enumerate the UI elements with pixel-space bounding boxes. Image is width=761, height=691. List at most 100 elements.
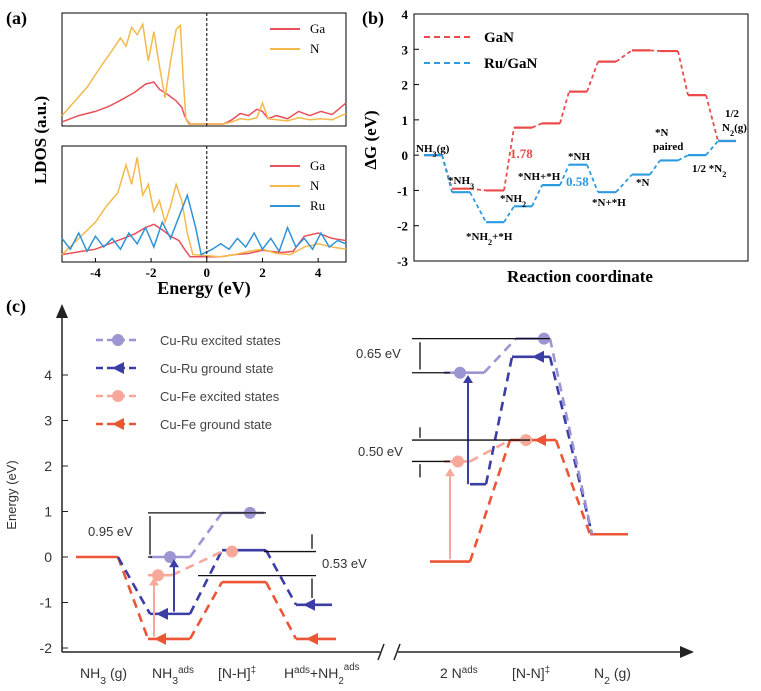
cufe-ground-connector [264,581,298,640]
dg-legend: GaN Ru/GaN [424,30,538,72]
cufe-ground-marker [154,632,166,645]
rugan-connector [441,154,453,193]
curu-excited-connector [548,338,594,535]
energy-lines [76,332,628,645]
gan-connector [503,127,515,191]
dg-ytick-label: 3 [402,42,409,57]
ldos-legend-label: Ga [310,21,325,36]
dg-label-nh2: *NH2 [500,193,526,209]
xlabel-nh3g: NH3 (g) [80,665,127,687]
energy-xticklabels: NH3 (g) NH3ads [N-H]‡ Hads+NH2ads 2 Nads [N-N… [80,662,631,688]
dg-label-npaired-1: *N [655,127,669,139]
panel-c-label: (c) [6,296,26,317]
cufe-ground-marker [534,434,546,447]
dg-label-half-n2: 1/2 *N2 [692,163,726,179]
cufe-excited-marker [452,455,464,468]
panel-b-label: (b) [362,8,384,29]
cufe-excited-connector [171,550,223,577]
ldos-xlabel: Energy (eV) [157,278,250,299]
energy-legend-label: Cu-Fe excited states [160,389,280,404]
curu-ground-connector [116,556,152,615]
cufe-excitation-arrow-head [149,577,159,586]
panel-a-label: (a) [6,8,27,29]
dg-ylabel: ΔG (eV) [361,110,380,169]
curu-excited-marker [164,551,176,563]
energy-ytick-label: 3 [44,413,52,429]
dg-lines [424,49,736,224]
dg-gan-barrier-label: 1.78 [510,146,533,161]
ldos-legend-label: Ru [310,198,326,213]
energy-ylabel: Energy (eV) [4,460,19,529]
energy-gap-annotations: 0.95 eV 0.53 eV 0.65 eV 0.50 eV [88,337,550,598]
energy-legend-marker-arrow [112,418,124,430]
ldos-curve-ru [61,192,347,256]
energy-xaxis-arrow [680,646,694,658]
dg-yticks: -3 -2 -1 0 1 2 3 4 [397,7,419,269]
energy-axes: -2 -1 0 1 2 3 4 [40,304,694,661]
cufe-excited-marker [152,569,164,582]
dg-label-nhh: *NH+*H [518,171,561,183]
rugan-connector [531,184,543,207]
curu-excited-connector [188,512,224,558]
ldos-xtick-label: -4 [90,265,101,280]
cufe-ground-marker [306,632,318,645]
gan-connector [649,49,661,52]
energy-ytick-label: 4 [44,367,52,383]
cufe-ground-connector [554,439,592,535]
gan-connector [559,91,570,124]
xlabel-nh3ads: NH3ads [152,665,194,688]
energy-ytick-label: -1 [40,595,53,611]
ldos-xtick-label: 2 [259,265,266,280]
cufe-excitation-arrow-head [445,468,455,477]
rugan-connector [677,154,689,162]
cufe-excited-marker [226,545,238,558]
gap-label-053: 0.53 eV [322,556,367,571]
energy-ytick-label: -2 [40,640,53,656]
dg-xlabel: Reaction coordinate [507,267,653,286]
gap-label-050: 0.50 eV [358,444,403,459]
curu-ground-marker [156,607,168,620]
energy-ytick-label: 2 [44,458,52,474]
gap-label-065: 0.65 eV [356,346,401,361]
gan-connector [677,50,689,96]
ldos-xtick-label: 4 [315,265,322,280]
rugan-connector [615,173,633,193]
ldos-top-frame [61,12,347,127]
rugan-connector [503,205,515,223]
dg-label-nh3g: NH3(g) [416,143,450,159]
cufe-excited-connector [469,438,511,463]
dg-label-half-n2g-1: 1/2 [725,108,740,120]
curu-ground-marker [532,350,544,363]
dg-frame [413,13,749,262]
ldos-curve-n [61,157,347,258]
dg-ytick-label: 4 [402,7,409,22]
energy-legend-label: Cu-Fe ground state [160,417,272,432]
ldos-xtick-label: 0 [204,265,211,280]
ldos-top-plot [61,12,347,127]
energy-legend: Cu-Ru excited states Cu-Ru ground state Cu… [96,333,281,432]
curu-excited-connector [483,337,517,374]
energy-legend-label: Cu-Ru excited states [160,333,281,348]
axis-break-2 [393,643,401,661]
rugan-connector [586,164,599,193]
curu-excitation-arrow-head [169,559,179,568]
rugan-connector [559,164,570,186]
dg-ytick-label: 0 [402,148,409,163]
ldos-legend-label: N [310,178,320,193]
cufe-ground-connector [188,581,224,640]
curu-ground-marker [303,598,315,611]
energy-legend-marker-circle [112,334,124,346]
dg-label-npaired-2: paired [653,141,683,153]
ldos-bottom-plot [61,145,347,263]
xlabel-nn-ts: [N-N]‡ [512,665,550,682]
dg-annotations: NH3(g) *NH3 *NH2+*H *NH2 *NH+*H *NH *N+*H *N *N p… [416,108,747,247]
dg-legend-label: Ru/GaN [484,56,538,72]
xlabel-n2ads: 2 Nads [440,665,478,682]
cufe-ground-connector [468,439,512,562]
dg-ru-barrier-label: 0.58 [566,174,589,189]
dg-ytick-label: 2 [402,78,409,93]
dg-ytick-label: 1 [402,113,409,128]
dg-label-nh2h: *NH2+*H [466,231,513,247]
cufe-ground-connector [116,556,150,640]
